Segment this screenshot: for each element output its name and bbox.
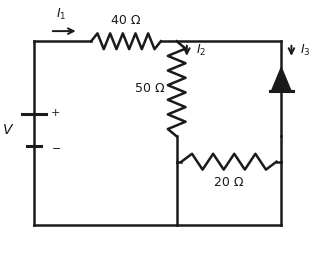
Text: 50 Ω: 50 Ω <box>135 82 164 95</box>
Text: +: + <box>51 108 60 118</box>
Text: $-$: $-$ <box>51 142 61 152</box>
Text: 20 Ω: 20 Ω <box>214 176 244 189</box>
Text: $I_3$: $I_3$ <box>300 43 311 58</box>
Text: 40 Ω: 40 Ω <box>111 14 141 27</box>
Text: $I_1$: $I_1$ <box>56 6 66 22</box>
Polygon shape <box>271 67 291 91</box>
Text: $V$: $V$ <box>2 123 14 137</box>
Text: $I_2$: $I_2$ <box>196 43 207 58</box>
